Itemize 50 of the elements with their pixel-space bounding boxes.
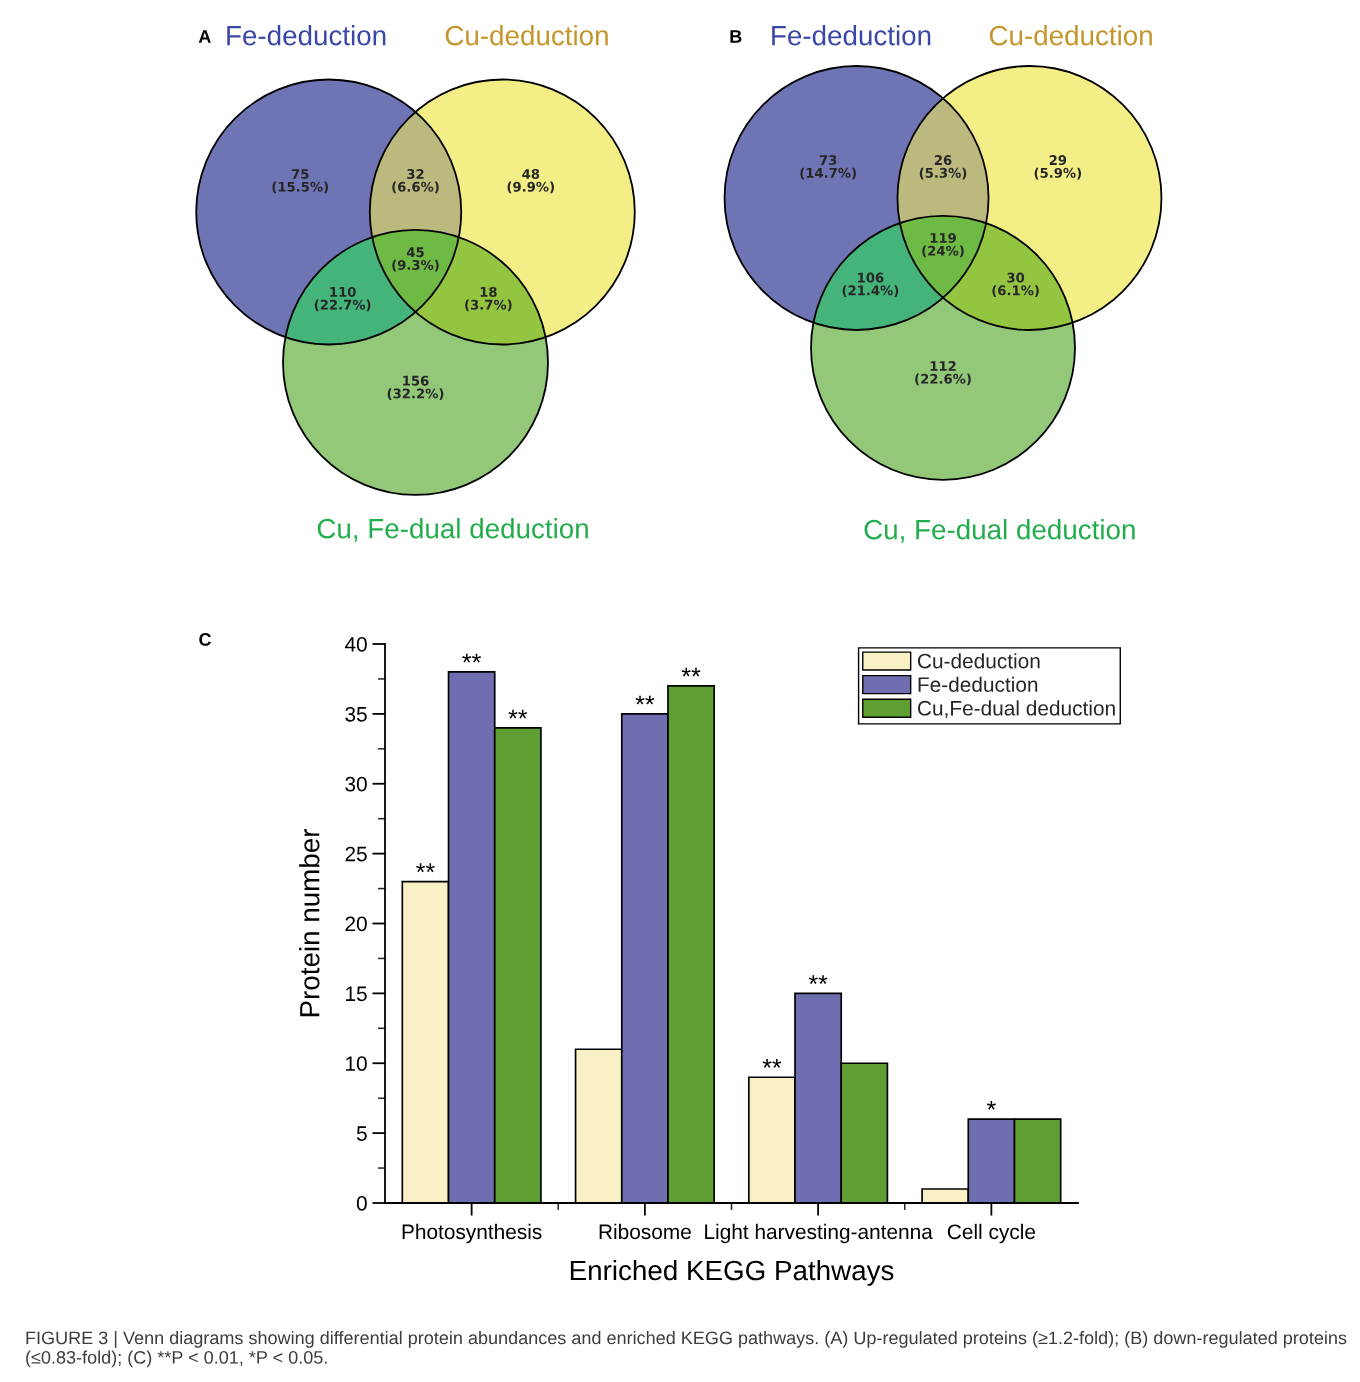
caption: FIGURE 3 | Venn diagrams showing differential protein abundances and enriched KEGG pathways. (A) Up-regulated proteins (≥1.2-fold); (B) down-regulated proteins (≤0.83-fold); (C) **P < 0.01, *P < 0.05. — [26, 1331, 1347, 1368]
text: 29 (5.9%) — [1034, 155, 1082, 180]
x-tick-label: Ribosome — [599, 1223, 691, 1240]
text: Fe-deduction — [772, 25, 931, 46]
y-tick-label: 25 — [345, 846, 367, 862]
text: 110 (22.7%) — [314, 286, 371, 312]
text: Cu, Fe-dual deduction — [864, 519, 1135, 543]
x-tick-label: Cell cycle — [947, 1223, 1036, 1244]
text: Cu-deduction — [989, 25, 1152, 46]
text: Cu, Fe-dual deduction — [317, 518, 588, 542]
text: 30 (6.1%) — [992, 272, 1039, 297]
data-label: ** — [808, 975, 828, 984]
text: 48 (9.9%) — [507, 168, 554, 194]
y-tick-label: 10 — [346, 1056, 367, 1071]
y-tick-label: 30 — [345, 776, 367, 792]
data-label: ** — [762, 1059, 782, 1068]
x-tick-label: Photosynthesis — [402, 1223, 542, 1244]
text: Fe-deduction — [227, 25, 386, 46]
y-tick-label: 40 — [344, 637, 367, 652]
y-tick-label: 15 — [346, 986, 367, 1002]
text: B — [730, 30, 742, 43]
legend-label: Cu,Fe-dual deduction — [917, 700, 1115, 719]
legend-label: Cu-deduction — [917, 653, 1040, 669]
text: 45 (9.3%) — [392, 247, 439, 272]
legend-label: Fe-deduction — [918, 676, 1038, 693]
y-axis-title: Protein number — [299, 829, 320, 1017]
y-tick-label: 35 — [345, 706, 367, 722]
text: C — [199, 633, 212, 646]
y-tick-label: 20 — [345, 916, 367, 932]
text: 32 (6.6%) — [392, 168, 439, 194]
text: 75 (15.5%) — [272, 169, 329, 194]
text: 112 (22.6%) — [915, 361, 971, 386]
data-label: ** — [635, 695, 655, 705]
text: 18 (3.7%) — [465, 286, 512, 312]
data-label: ** — [416, 863, 435, 873]
data-label: ** — [508, 709, 528, 719]
text: 106 (21.4%) — [842, 272, 899, 297]
text: Cu-deduction — [445, 25, 608, 46]
text: 156 (32.2%) — [387, 375, 444, 400]
y-tick-label: 0 — [356, 1196, 367, 1211]
text: 26 (5.3%) — [919, 155, 967, 180]
y-tick-label: 5 — [356, 1126, 367, 1141]
data-label: ** — [462, 653, 481, 663]
data-label: ** — [681, 667, 701, 677]
x-axis-title: Enriched KEGG Pathways — [570, 1259, 894, 1286]
text: 73 (14.7%) — [800, 155, 856, 180]
text: 119 (24%) — [922, 233, 964, 258]
data-label: * — [986, 1100, 996, 1110]
text: A — [198, 30, 211, 43]
x-tick-label: Light harvesting-antenna — [705, 1223, 933, 1244]
